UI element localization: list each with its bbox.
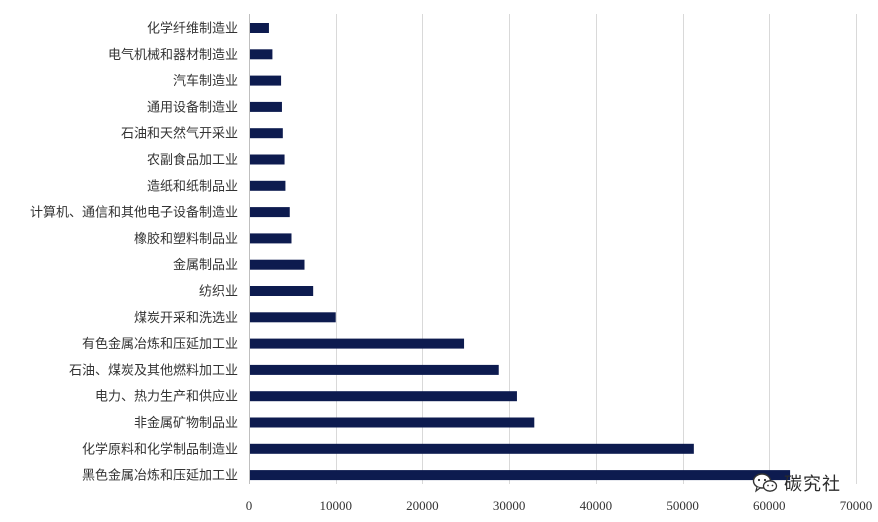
bar: [250, 128, 283, 139]
category-label: 计算机、通信和其他电子设备制造业: [30, 205, 238, 221]
bar: [250, 75, 282, 86]
bar: [250, 286, 314, 296]
watermark: 碳究社: [752, 470, 841, 496]
x-tick-label: 0: [246, 498, 253, 513]
bar: [250, 364, 499, 375]
category-label: 煤炭开采和洗选业: [134, 311, 238, 326]
category-label: 纺织业: [199, 285, 238, 300]
bar: [250, 312, 336, 323]
category-label: 造纸和纸制品业: [147, 179, 238, 194]
bar: [250, 207, 290, 218]
watermark-text: 碳究社: [784, 474, 841, 495]
bar: [250, 23, 269, 33]
bar: [250, 470, 791, 481]
bar: [250, 259, 305, 270]
x-tick-label: 30000: [493, 498, 526, 513]
category-label: 黑色金属冶炼和压延加工业: [82, 468, 238, 484]
category-label: 金属制品业: [173, 257, 238, 273]
bar: [250, 180, 286, 191]
x-tick-label: 70000: [840, 498, 873, 513]
x-tick-label: 60000: [753, 498, 786, 513]
category-label: 通用设备制造业: [147, 99, 238, 115]
category-label: 汽车制造业: [173, 73, 238, 89]
bar: [250, 101, 282, 112]
wechat-icon: [752, 473, 778, 493]
bar: [250, 49, 273, 60]
x-tick-label: 20000: [406, 498, 439, 513]
category-label: 石油和天然气开采业: [121, 126, 238, 142]
bar: [250, 338, 465, 349]
category-label: 化学纤维制造业: [147, 21, 238, 37]
bar: [250, 417, 535, 428]
bar: [250, 154, 285, 165]
x-tick-label: 10000: [319, 498, 352, 513]
category-label: 化学原料和化学制品制造业: [82, 441, 238, 457]
bar: [250, 233, 292, 244]
category-label: 电力、热力生产和供应业: [95, 389, 238, 405]
category-label: 石油、煤炭及其他燃料加工业: [69, 362, 238, 378]
bar: [250, 443, 694, 454]
category-label: 橡胶和塑料制品业: [134, 231, 238, 247]
x-tick-label: 50000: [666, 498, 699, 513]
bar: [250, 391, 517, 402]
category-label: 农副食品加工业: [147, 152, 238, 168]
category-label: 有色金属冶炼和压延加工业: [82, 336, 238, 352]
x-tick-label: 40000: [580, 498, 613, 513]
category-label: 电气机械和器材制造业: [108, 47, 238, 63]
category-label: 非金属矿物制品业: [134, 415, 238, 431]
